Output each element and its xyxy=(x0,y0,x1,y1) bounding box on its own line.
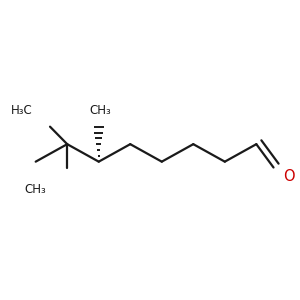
Text: O: O xyxy=(283,169,294,184)
Text: H₃C: H₃C xyxy=(11,104,33,117)
Text: CH₃: CH₃ xyxy=(25,183,46,196)
Text: CH₃: CH₃ xyxy=(89,104,111,117)
